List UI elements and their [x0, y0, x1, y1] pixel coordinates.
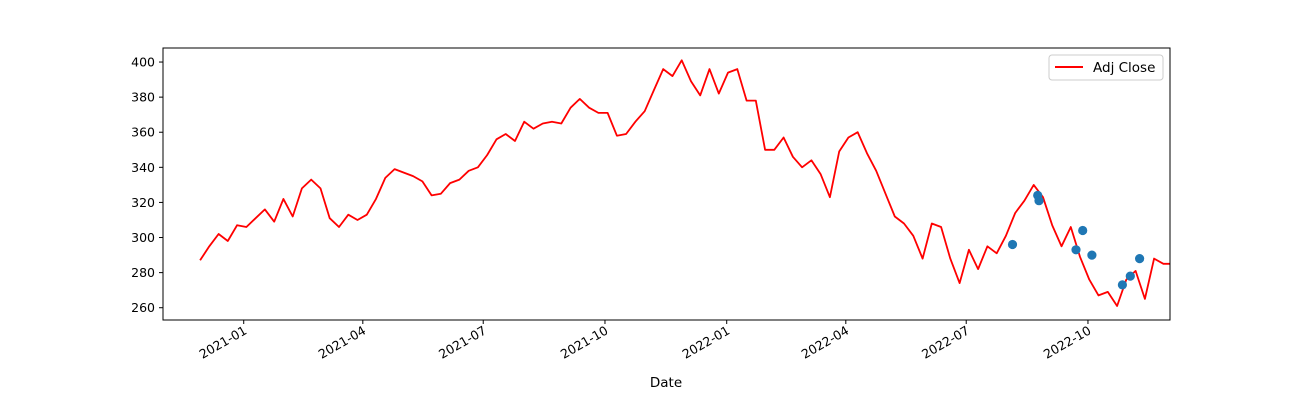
y-tick-label: 340 [131, 160, 155, 175]
scatter-point-3 [1071, 245, 1081, 255]
y-tick-label: 320 [131, 195, 155, 210]
series-line-0 [199, 59, 1170, 307]
y-tick-label: 400 [131, 55, 155, 70]
scatter-point-0 [1007, 239, 1018, 250]
plot-frame [162, 47, 1171, 321]
legend-box [1048, 54, 1164, 81]
scatter-point-4 [1078, 225, 1088, 236]
x-axis-label: Date [650, 375, 682, 391]
plot-area [199, 59, 1170, 307]
scatter-point-7 [1125, 271, 1135, 281]
scatter-point-6 [1117, 280, 1127, 290]
y-tick-label: 280 [131, 265, 155, 280]
y-tick-label: 360 [131, 125, 155, 140]
y-axis-ticks: 260 280 300 320 340 360 380 400 [131, 55, 163, 315]
legend-label: Adj Close [1093, 60, 1155, 76]
y-tick-label: 300 [131, 230, 155, 245]
scatter-point-8 [1135, 254, 1145, 264]
scatter-point-2 [1034, 196, 1044, 206]
y-tick-label: 260 [131, 300, 155, 315]
legend: Adj Close [1048, 54, 1164, 81]
y-tick-label: 380 [131, 90, 155, 105]
scatter-point-5 [1087, 250, 1097, 260]
